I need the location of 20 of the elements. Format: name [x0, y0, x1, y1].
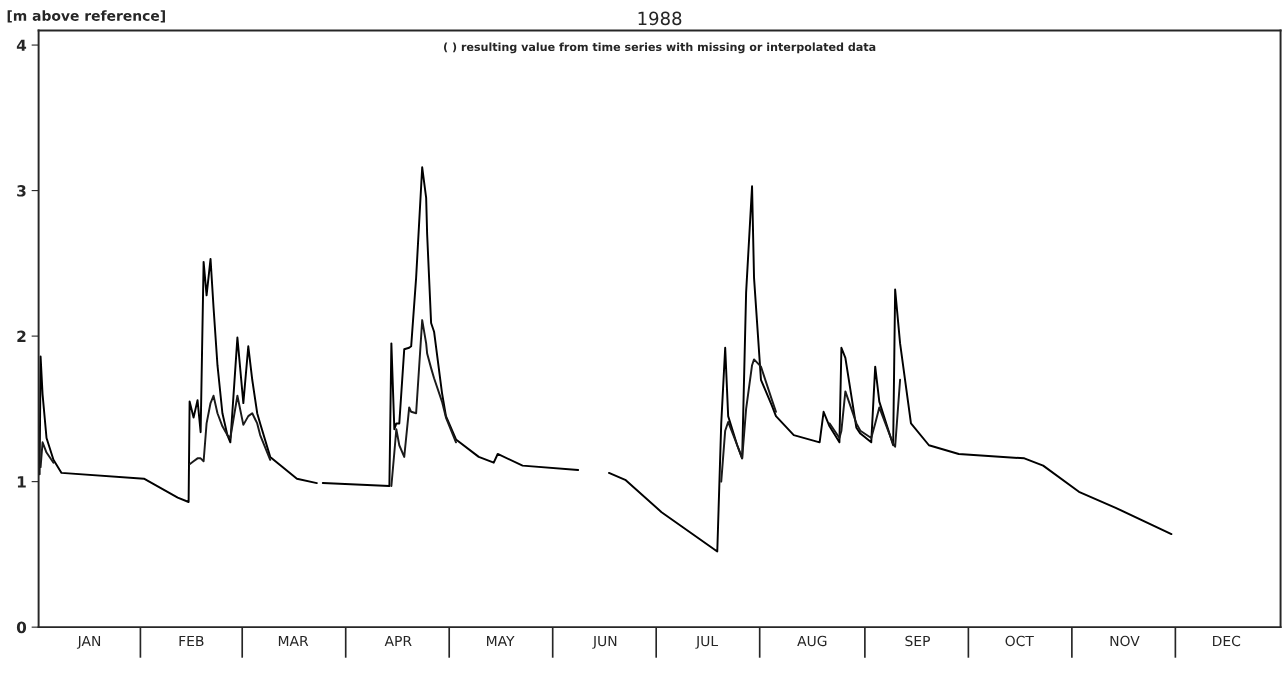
- y-axis-title: [m above reference]: [7, 10, 165, 23]
- y-tick-label: 3: [17, 185, 26, 197]
- y-tick-label: 4: [16, 39, 27, 51]
- x-tick-label: NOV: [1110, 635, 1140, 647]
- x-tick-label: JUL: [695, 635, 719, 649]
- x-tick-label: SEP: [905, 635, 930, 647]
- x-tick-label: FEB: [179, 635, 204, 647]
- x-tick-label: MAR: [278, 635, 309, 647]
- x-tick-label: APR: [384, 635, 412, 647]
- y-tick-label: 0: [16, 621, 27, 634]
- chart-title: 1988: [638, 11, 682, 26]
- y-tick-label: 1: [17, 476, 26, 488]
- annotation: ( ) resulting value from time series with missing or interpolated data: [444, 42, 876, 54]
- x-tick-label: DEC: [1213, 635, 1241, 647]
- x-tick-label: OCT: [1005, 635, 1034, 647]
- x-tick-label: JUN: [592, 635, 617, 649]
- x-tick-label: MAY: [487, 635, 515, 647]
- x-tick-label: AUG: [797, 635, 827, 647]
- y-tick-label: 2: [17, 330, 26, 342]
- x-tick-label: JAN: [76, 635, 101, 649]
